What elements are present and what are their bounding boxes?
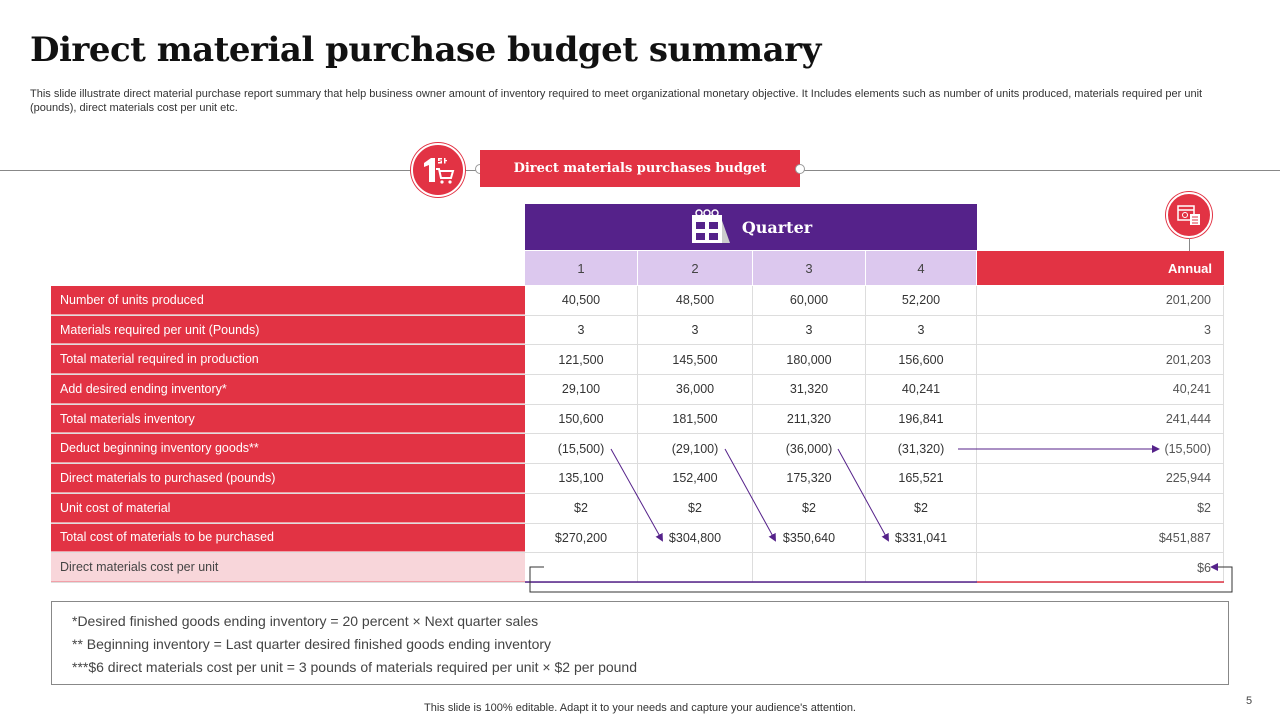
col-header-q2: 2 — [638, 251, 753, 285]
footnote: ** Beginning inventory = Last quarter de… — [72, 636, 552, 652]
footnote: *Desired finished goods ending inventory… — [72, 613, 539, 629]
quarter-cell: 29,100 — [525, 375, 638, 404]
quarter-cell: 121,500 — [525, 345, 638, 375]
quarter-cell: 156,600 — [866, 345, 977, 375]
annual-cell: $6 — [977, 553, 1224, 582]
quarter-cell: $2 — [866, 493, 977, 523]
col-header-q4: 4 — [866, 251, 977, 285]
annual-cell: (15,500) — [977, 434, 1224, 464]
footer-text: This slide is 100% editable. Adapt it to… — [424, 702, 856, 714]
table-row: Direct materials to purchased (pounds) 13… — [51, 464, 1224, 494]
col-header-q1: 1 — [525, 251, 638, 285]
annual-cell: 201,203 — [977, 345, 1224, 375]
table-row: Direct materials cost per unit $6 — [51, 553, 1224, 583]
quarter-cell: 3 — [866, 315, 977, 345]
quarter-cell: 36,000 — [638, 375, 753, 404]
calendar-calculator-icon — [1166, 192, 1212, 238]
col-header-annual: Annual — [977, 251, 1224, 285]
connector-line — [1189, 238, 1190, 251]
quarter-header: Quarter — [525, 204, 977, 250]
annual-cell: 3 — [977, 315, 1224, 345]
table-row: Deduct beginning inventory goods** (15,50… — [51, 434, 1224, 465]
quarter-cell: 165,521 — [866, 464, 977, 493]
annual-cell: 40,241 — [977, 375, 1224, 404]
row-label: Total materials inventory — [51, 404, 525, 434]
quarter-cell: 175,320 — [753, 464, 866, 493]
quarter-cell: 196,841 — [866, 404, 977, 434]
quarter-cell: 3 — [525, 315, 638, 345]
budget-table: Number of units produced 40,500 48,500 60,0… — [51, 286, 1224, 583]
quarter-cell: (29,100) — [638, 434, 753, 464]
annual-cell: 225,944 — [977, 464, 1224, 493]
quarter-cell: 150,600 — [525, 404, 638, 434]
quarter-cell: 52,200 — [866, 286, 977, 315]
quarter-cell: 211,320 — [753, 404, 866, 434]
row-label: Total cost of materials to be purchased — [51, 523, 525, 553]
table-row: Total materials inventory 150,600 181,500 2… — [51, 404, 1224, 435]
quarter-cell: 135,100 — [525, 464, 638, 493]
annual-cell: 241,444 — [977, 404, 1224, 434]
footnote: ***$6 direct materials cost per unit = 3… — [72, 659, 637, 675]
quarter-cell: $304,800 — [638, 523, 753, 553]
row-label: Direct materials cost per unit — [51, 553, 525, 582]
connector-dot — [795, 164, 805, 174]
annual-cell: $451,887 — [977, 523, 1224, 553]
quarter-cell: 145,500 — [638, 345, 753, 375]
page-number: 5 — [1246, 695, 1253, 707]
table-row: Materials required per unit (Pounds) 3 3 3 3… — [51, 315, 1224, 346]
row-label: Total material required in production — [51, 345, 525, 375]
quarter-cell: 60,000 — [753, 286, 866, 315]
calendar-icon — [691, 209, 730, 243]
page-title: Direct material purchase budget summary — [30, 30, 821, 70]
quarter-cell: (36,000) — [753, 434, 866, 464]
quarter-cell: 40,500 — [525, 286, 638, 315]
row-label: Unit cost of material — [51, 493, 525, 523]
row-label: Direct materials to purchased (pounds) — [51, 464, 525, 493]
quarter-cell: (15,500) — [525, 434, 638, 464]
quarter-cell: $2 — [525, 493, 638, 523]
first-place-cart-icon — [411, 143, 465, 197]
table-row: Total material required in production 121… — [51, 345, 1224, 376]
quarter-cell: 3 — [753, 315, 866, 345]
section-banner: Direct materials purchases budget — [480, 150, 800, 187]
annual-cell: $2 — [977, 493, 1224, 523]
quarter-cell: $2 — [638, 493, 753, 523]
table-row: Unit cost of material $2 $2 $2 $2 $2 — [51, 493, 1224, 524]
quarter-cell: (31,320) — [866, 434, 977, 464]
quarter-cell: 3 — [638, 315, 753, 345]
quarter-cell: 48,500 — [638, 286, 753, 315]
quarter-cell: 152,400 — [638, 464, 753, 493]
page-subtitle: This slide illustrate direct material pu… — [30, 88, 1203, 114]
row-label: Add desired ending inventory* — [51, 375, 525, 404]
quarter-cell: $331,041 — [866, 523, 977, 553]
quarter-cell: $270,200 — [525, 523, 638, 553]
row-label: Deduct beginning inventory goods** — [51, 434, 525, 464]
quarter-cell: 31,320 — [753, 375, 866, 404]
quarter-cell: $350,640 — [753, 523, 866, 553]
table-row: Total cost of materials to be purchased $… — [51, 523, 1224, 554]
row-label: Materials required per unit (Pounds) — [51, 315, 525, 345]
quarter-cell: 180,000 — [753, 345, 866, 375]
table-row: Number of units produced 40,500 48,500 60,0… — [51, 286, 1224, 316]
table-row: Add desired ending inventory* 29,100 36,00… — [51, 375, 1224, 405]
quarter-cell — [525, 553, 638, 582]
row-label: Number of units produced — [51, 286, 525, 315]
quarter-cell: $2 — [753, 493, 866, 523]
quarter-cell — [638, 553, 753, 582]
quarter-cell — [753, 553, 866, 582]
quarter-cell: 40,241 — [866, 375, 977, 404]
annual-cell: 201,200 — [977, 286, 1224, 315]
quarter-cell: 181,500 — [638, 404, 753, 434]
quarter-label: Quarter — [741, 217, 813, 237]
footnotes-box: *Desired finished goods ending inventory… — [51, 601, 1229, 685]
col-header-q3: 3 — [753, 251, 866, 285]
quarter-cell — [866, 553, 977, 582]
